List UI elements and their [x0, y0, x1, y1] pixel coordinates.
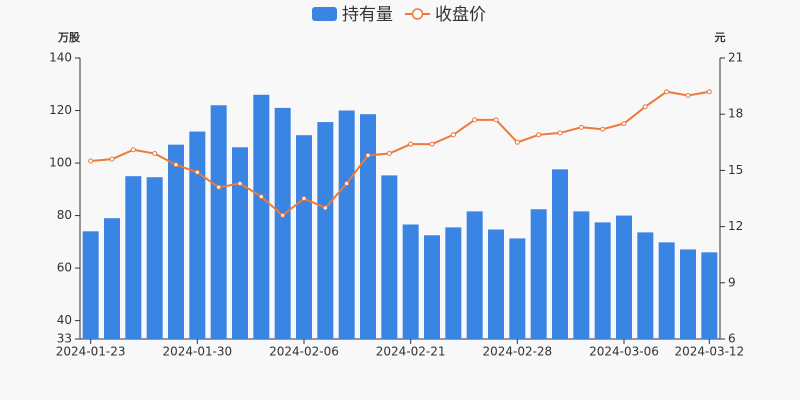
bar [381, 175, 398, 339]
bar [104, 218, 120, 339]
bar [338, 110, 355, 339]
bar [274, 107, 291, 340]
legend-label: 持有量 [342, 5, 393, 25]
y-tick-label: 33 [57, 332, 72, 346]
line-point [258, 194, 264, 200]
legend-swatch [312, 7, 337, 21]
x-tick-label: 2024-01-30 [162, 345, 232, 359]
line-point [408, 141, 414, 147]
line-point [280, 212, 286, 218]
line-point [344, 181, 350, 187]
x-tick-label: 2024-02-28 [482, 345, 552, 359]
y2-tick-label: 21 [728, 51, 743, 65]
y-tick-label: 80 [57, 208, 72, 222]
bar [573, 211, 590, 339]
line-point [88, 158, 94, 164]
y2-tick-label: 12 [728, 219, 743, 233]
bar [402, 224, 419, 339]
y2-axis-label: 元 [715, 31, 726, 44]
line-point [237, 181, 243, 187]
bar [658, 242, 675, 339]
bar [552, 169, 568, 339]
line-point [472, 117, 478, 123]
line-point [450, 132, 456, 138]
line-point [216, 184, 222, 190]
y-axis-label: 万股 [57, 31, 81, 44]
line-point [664, 89, 670, 95]
line-point [301, 196, 307, 201]
bar [168, 144, 184, 339]
legend-label: 收盘价 [435, 5, 486, 25]
line-point [152, 151, 158, 157]
bar [189, 131, 206, 339]
line-point [365, 152, 371, 158]
line [90, 90, 710, 217]
bar [488, 229, 504, 339]
y2-tick-label: 15 [728, 163, 743, 177]
bar [509, 238, 526, 339]
y-tick-label: 40 [57, 313, 72, 327]
bar [296, 135, 312, 339]
y2-tick-label: 18 [728, 107, 743, 121]
line-point [194, 169, 200, 175]
line-point [429, 141, 435, 147]
line-point [578, 124, 584, 130]
bar [317, 122, 334, 339]
line-point [173, 162, 179, 168]
line-point [642, 104, 648, 110]
line-point [386, 151, 392, 157]
y2-tick-label: 9 [728, 275, 736, 289]
line-point [514, 139, 520, 145]
bar [466, 211, 483, 339]
x-tick-label: 2024-03-06 [589, 345, 659, 359]
bar [680, 249, 696, 339]
bar [594, 222, 611, 339]
line-point [685, 92, 691, 98]
line-point [322, 205, 328, 211]
y-tick-label: 100 [49, 156, 72, 170]
x-tick-label: 2024-02-21 [376, 345, 446, 359]
line-point [109, 156, 115, 162]
bar [125, 176, 142, 339]
y-tick-label: 120 [49, 103, 72, 117]
line-point [493, 117, 499, 123]
x-tick-label: 2024-02-06 [269, 345, 339, 359]
bar [616, 215, 632, 339]
bar [232, 147, 248, 339]
x-tick-label: 2024-03-12 [674, 345, 744, 359]
line-point [536, 132, 542, 138]
line-point [621, 121, 627, 127]
bar [701, 252, 718, 339]
y-tick-label: 140 [49, 51, 72, 65]
bar [210, 105, 227, 339]
bar [253, 94, 270, 339]
line-point [600, 126, 606, 132]
bar [530, 209, 547, 339]
x-tick-label: 2024-01-23 [56, 345, 126, 359]
bar [424, 235, 440, 339]
line-point [130, 147, 136, 153]
bar [82, 231, 99, 339]
line-point [706, 89, 712, 95]
y2-tick-label: 6 [728, 332, 736, 346]
bar [637, 232, 654, 339]
y-tick-label: 60 [57, 261, 72, 275]
bar [360, 114, 376, 339]
legend-swatch-point [411, 8, 424, 20]
line-point [557, 130, 563, 136]
bar [445, 227, 462, 339]
bar [146, 177, 163, 339]
